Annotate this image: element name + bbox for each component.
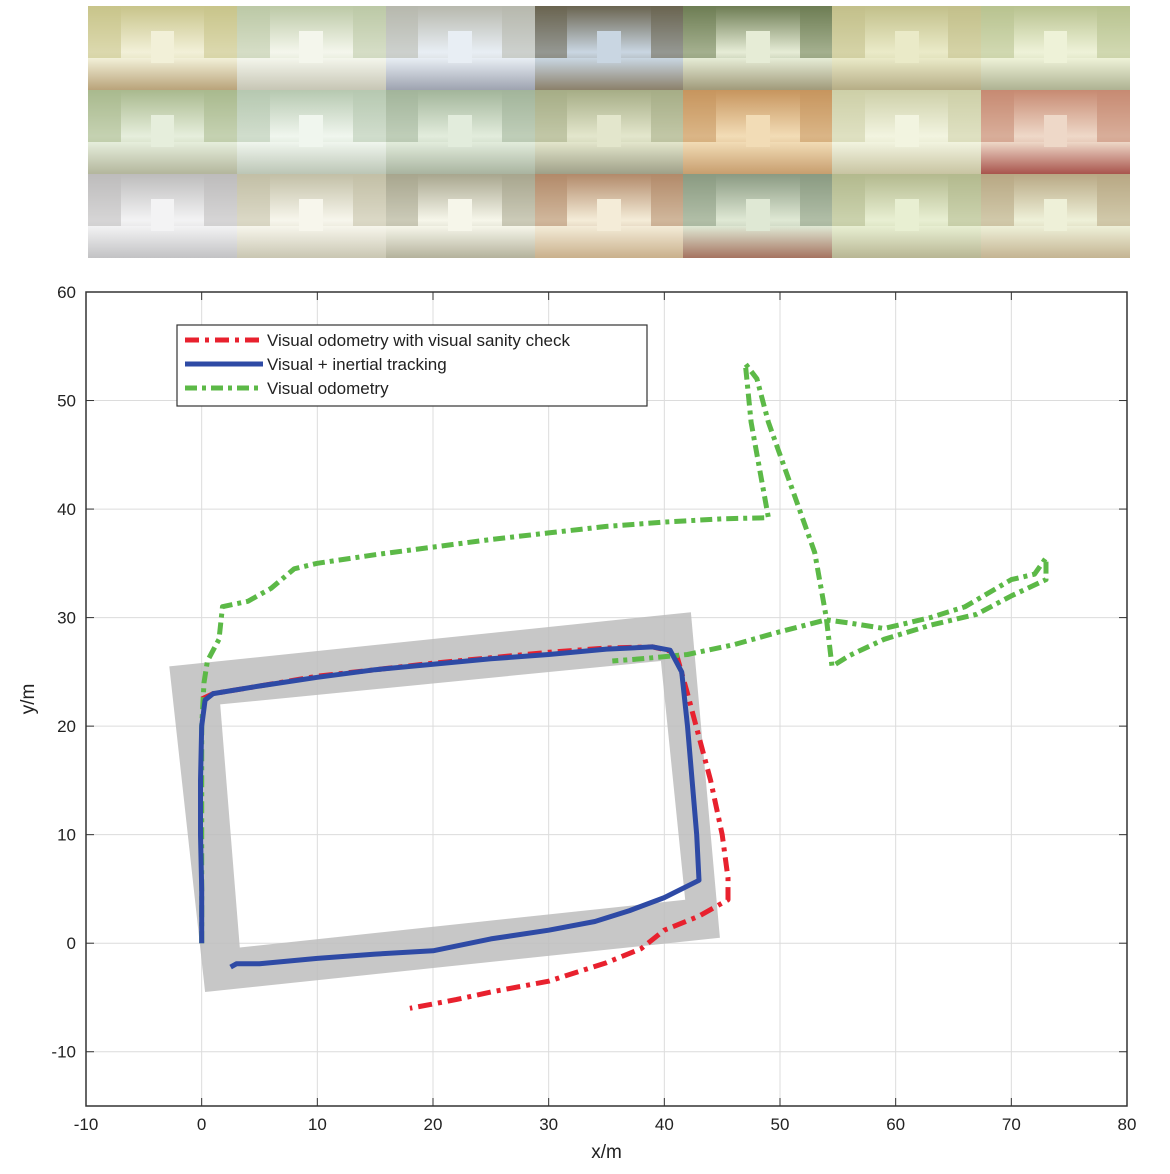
hallway-thumbnail — [534, 174, 684, 258]
y-tick-label: 20 — [57, 717, 76, 736]
x-tick-label: 50 — [771, 1115, 790, 1134]
hallway-thumbnail — [385, 90, 535, 174]
y-tick-label: 30 — [57, 609, 76, 628]
x-tick-label: 40 — [655, 1115, 674, 1134]
hallway-thumbnail — [832, 6, 982, 90]
y-tick-label: 40 — [57, 500, 76, 519]
hallway-thumbnail — [236, 174, 386, 258]
legend-label: Visual + inertial tracking — [267, 355, 447, 374]
hallway-thumbnail — [534, 6, 684, 90]
legend: Visual odometry with visual sanity check… — [176, 324, 648, 407]
x-tick-label: 30 — [539, 1115, 558, 1134]
y-tick-label: 0 — [67, 934, 76, 953]
hallway-thumbnail — [534, 90, 684, 174]
y-tick-label: -10 — [51, 1043, 76, 1062]
x-tick-label: 80 — [1118, 1115, 1137, 1134]
series-line-1 — [198, 644, 702, 970]
axes-frame — [85, 291, 1128, 1107]
y-tick-label: 50 — [57, 392, 76, 411]
hallway-thumbnail — [683, 6, 833, 90]
y-tick-label: 60 — [57, 283, 76, 302]
hallway-thumbnail — [981, 6, 1130, 90]
x-tick-label: 60 — [886, 1115, 905, 1134]
x-axis-label: x/m — [591, 1142, 622, 1163]
ground-truth-path — [169, 612, 720, 992]
hallway-thumbnail-grid — [88, 6, 1130, 258]
hallway-thumbnail — [385, 6, 535, 90]
hallway-thumbnail — [236, 90, 386, 174]
legend-label: Visual odometry — [267, 379, 389, 398]
hallway-thumbnail — [832, 174, 982, 258]
series-line-2 — [199, 361, 1049, 944]
ground-truth-band — [169, 612, 720, 992]
legend-label: Visual odometry with visual sanity check — [267, 331, 570, 350]
tick-labels: -10 0 10 20 30 40 50 60 70 80 -10 0 10 20 30 40 50 60 — [51, 283, 1136, 1134]
hallway-thumbnail — [236, 6, 386, 90]
hallway-thumbnail — [683, 90, 833, 174]
x-tick-label: 20 — [424, 1115, 443, 1134]
trajectory-chart: -10 0 10 20 30 40 50 60 70 80 -10 0 10 20 30 40 50 60 x/m… — [18, 283, 1136, 1163]
hallway-thumbnail — [981, 90, 1130, 174]
series-layer — [198, 361, 1049, 1011]
hallway-thumbnail — [88, 6, 237, 90]
x-tick-label: 0 — [197, 1115, 206, 1134]
x-tick-label: -10 — [74, 1115, 99, 1134]
y-tick-label: 10 — [57, 826, 76, 845]
hallway-thumbnail — [832, 90, 982, 174]
x-tick-label: 10 — [308, 1115, 327, 1134]
y-axis-label: y/m — [18, 684, 39, 715]
hallway-thumbnail — [683, 174, 833, 258]
x-tick-label: 70 — [1002, 1115, 1021, 1134]
hallway-thumbnail — [88, 90, 237, 174]
hallway-thumbnail — [385, 174, 535, 258]
hallway-thumbnail — [981, 174, 1130, 258]
hallway-thumbnail — [88, 174, 237, 258]
